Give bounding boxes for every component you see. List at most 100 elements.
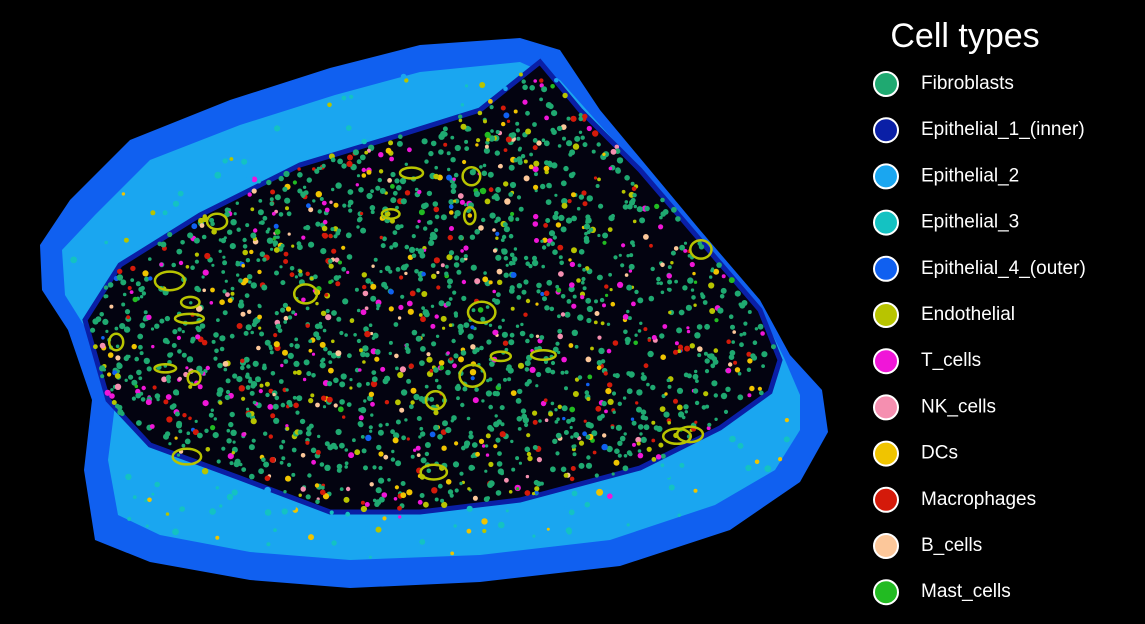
cell <box>390 171 396 178</box>
cell <box>607 227 613 233</box>
cell <box>296 369 302 376</box>
cell <box>460 402 465 408</box>
cell <box>764 465 772 473</box>
cell <box>563 165 569 172</box>
cell <box>641 372 645 376</box>
cell <box>345 125 352 131</box>
vessel <box>186 369 202 386</box>
cell <box>285 306 292 312</box>
cell <box>663 411 670 418</box>
cell <box>423 501 429 508</box>
cell <box>396 140 403 147</box>
cell <box>572 391 579 397</box>
cell <box>526 451 532 457</box>
cell <box>392 437 399 444</box>
cell <box>143 357 150 365</box>
cell <box>509 285 515 291</box>
cell <box>230 291 235 296</box>
cell <box>544 305 550 311</box>
cell <box>360 538 366 544</box>
cell <box>130 265 136 272</box>
cell <box>393 322 399 327</box>
cell <box>548 162 554 168</box>
cell <box>241 396 246 401</box>
cell <box>720 392 728 400</box>
cell <box>217 362 223 369</box>
cell <box>716 262 722 268</box>
cell <box>560 466 567 473</box>
cell <box>545 199 552 206</box>
cell <box>274 194 281 201</box>
cell <box>572 294 577 299</box>
cell <box>550 369 556 375</box>
cell <box>152 385 157 390</box>
cell <box>517 159 523 165</box>
cell <box>361 272 367 278</box>
cell <box>358 415 364 421</box>
cell <box>334 445 338 450</box>
cell <box>302 185 307 189</box>
vessel <box>489 350 513 363</box>
cell <box>416 453 421 457</box>
cell <box>176 335 181 340</box>
cell <box>471 442 478 448</box>
cell <box>610 425 615 430</box>
cell <box>417 219 421 223</box>
cell <box>294 275 298 279</box>
cell <box>568 509 575 516</box>
cell <box>328 367 334 374</box>
cell <box>270 189 276 195</box>
cell <box>364 330 371 338</box>
cell <box>205 447 211 452</box>
cell <box>324 293 329 297</box>
cell <box>300 486 306 492</box>
cell <box>460 103 465 107</box>
cell <box>676 404 683 411</box>
cell <box>400 294 405 299</box>
cell <box>463 443 470 449</box>
cell <box>163 399 169 405</box>
cell <box>450 188 457 194</box>
legend-label: Epithelial_4_(outer) <box>921 258 1086 279</box>
cell <box>749 385 755 392</box>
cell <box>390 429 395 435</box>
cell <box>694 369 698 374</box>
cell <box>475 143 479 147</box>
cell <box>488 377 493 382</box>
cell <box>453 353 459 359</box>
cell <box>542 237 548 243</box>
cell <box>410 400 415 405</box>
cell <box>166 416 173 423</box>
cell <box>540 291 545 297</box>
cell <box>103 294 108 299</box>
cell <box>582 113 588 120</box>
cell <box>492 390 498 397</box>
legend-label: B_cells <box>921 535 982 556</box>
cell <box>523 255 529 261</box>
cell <box>139 322 146 329</box>
cell <box>475 451 480 457</box>
cell <box>362 284 367 290</box>
cell <box>520 154 526 159</box>
cell <box>746 351 752 357</box>
cell <box>596 488 604 496</box>
cell <box>469 369 477 376</box>
cell <box>489 361 495 367</box>
cell <box>557 404 562 409</box>
cell <box>593 176 598 180</box>
cell <box>419 539 426 545</box>
cell <box>442 420 448 427</box>
cell <box>252 318 259 325</box>
cell <box>301 297 306 303</box>
cell <box>370 210 375 215</box>
cell <box>693 280 698 284</box>
vessel <box>461 166 482 187</box>
cell <box>320 485 325 490</box>
cell <box>486 339 492 345</box>
cell <box>231 451 235 455</box>
cell <box>123 326 131 333</box>
cell <box>520 322 524 327</box>
cell <box>160 241 167 248</box>
cell <box>162 337 169 344</box>
cell <box>494 150 500 156</box>
